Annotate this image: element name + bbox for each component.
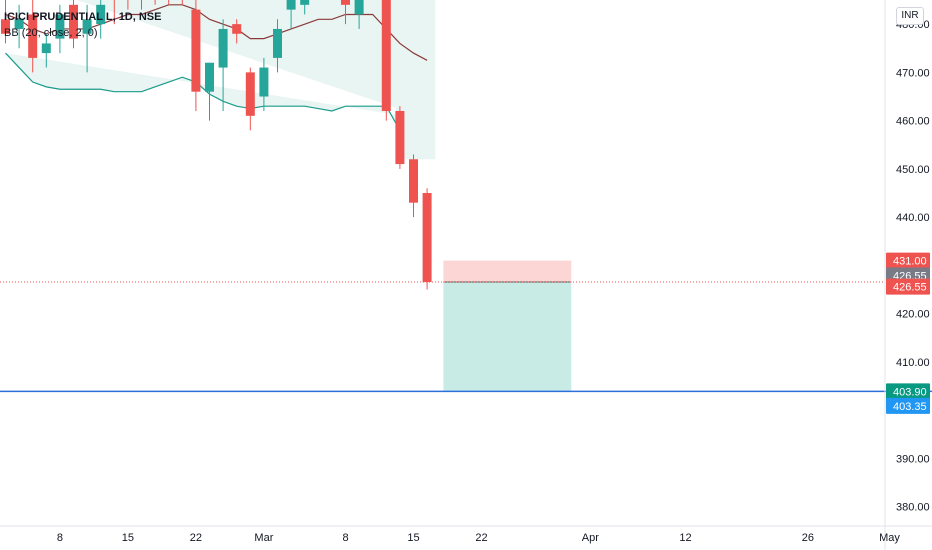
price-tag-bg — [886, 383, 930, 400]
candle — [28, 0, 38, 73]
time-tick-label: 22 — [475, 532, 487, 544]
symbol-title[interactable]: ICICI PRUDENTIAL L, 1D, NSE — [4, 11, 162, 23]
price-tag: 431.00 — [886, 252, 930, 269]
price-tick-label: 470.00 — [896, 67, 930, 79]
candle — [141, 0, 142, 10]
candle-body — [1, 19, 10, 34]
time-tick-label: 26 — [802, 532, 814, 544]
candle — [55, 4, 65, 54]
price-tick-label: 410.00 — [896, 357, 930, 369]
price-tag-bg — [886, 252, 930, 269]
plot-area — [0, 0, 885, 392]
candle — [354, 0, 364, 29]
candle-body — [273, 28, 282, 58]
candle — [232, 19, 242, 44]
indicator-label[interactable]: BB (20, close, 2, 0) — [4, 27, 98, 39]
candle-body — [218, 28, 228, 68]
candle-body — [422, 193, 432, 283]
candle — [41, 33, 51, 68]
candle — [218, 19, 228, 111]
candle — [113, 0, 115, 25]
price-tick-label: 390.00 — [896, 453, 930, 465]
time-tick-label: 8 — [57, 532, 63, 544]
price-tag: 426.55 — [886, 278, 930, 295]
time-tick-label: Apr — [582, 532, 599, 544]
price-tick-label: 380.00 — [896, 502, 930, 514]
candle-body — [191, 9, 201, 92]
price-tag: 403.35 — [886, 397, 930, 414]
time-tick-label: 12 — [679, 532, 691, 544]
price-tag-label: 403.35 — [893, 401, 927, 413]
candle — [205, 62, 214, 121]
candle — [300, 0, 310, 15]
candle — [286, 0, 296, 29]
candle-body — [286, 0, 296, 10]
position-target-zone — [443, 282, 572, 392]
candle-body — [232, 24, 242, 34]
time-tick-label: 15 — [407, 532, 419, 544]
candle-body — [96, 4, 106, 25]
candle — [82, 4, 92, 73]
price-tag-label: 431.00 — [893, 256, 927, 268]
currency-label[interactable]: INR — [896, 7, 924, 25]
price-tick-label: 420.00 — [896, 309, 930, 321]
candle-body — [341, 0, 350, 5]
price-tag-label: 403.90 — [893, 386, 927, 398]
candle — [1, 0, 10, 44]
time-tick-label: 22 — [190, 532, 202, 544]
candle-body — [259, 67, 269, 97]
price-tag-bg — [886, 278, 930, 295]
candle-body — [205, 62, 214, 92]
candle-body — [82, 19, 92, 34]
candle — [181, 0, 183, 5]
candle-body — [395, 110, 405, 165]
bb-fill — [5, 0, 434, 131]
candle — [191, 0, 201, 111]
position-stop-zone — [443, 260, 572, 283]
time-tick-label: May — [879, 532, 900, 544]
candle-body — [409, 159, 418, 203]
candle — [422, 188, 432, 290]
candle-body — [41, 43, 51, 54]
bb-lower-line — [5, 52, 401, 131]
candle-body — [245, 72, 255, 116]
candle — [259, 57, 269, 111]
candle — [395, 106, 405, 169]
price-tag-bg — [886, 397, 930, 414]
price-tick-label: 460.00 — [896, 116, 930, 128]
time-tick-label: 8 — [342, 532, 348, 544]
candle — [127, 0, 129, 10]
time-tick-label: 15 — [122, 532, 134, 544]
candle-body — [69, 4, 78, 39]
candle-body — [300, 0, 310, 5]
candle-body — [14, 19, 24, 29]
candle-body — [28, 14, 38, 58]
candle — [381, 0, 391, 121]
candle — [273, 19, 282, 73]
price-tag: 403.90 — [886, 383, 930, 400]
candle — [245, 67, 255, 131]
candle-body — [381, 0, 391, 111]
price-tick-label: 440.00 — [896, 212, 930, 224]
price-tick-label: 450.00 — [896, 164, 930, 176]
price-tag-label: 426.55 — [893, 282, 927, 294]
candle — [409, 154, 418, 218]
candle — [341, 0, 350, 25]
candle-body — [55, 14, 65, 39]
time-tick-label: Mar — [254, 532, 273, 544]
candle — [96, 0, 106, 39]
chart-legend: ICICI PRUDENTIAL L, 1D, NSE BB (20, clos… — [4, 9, 161, 41]
candle — [69, 0, 78, 49]
candle — [14, 4, 24, 49]
candle-body — [354, 0, 364, 15]
